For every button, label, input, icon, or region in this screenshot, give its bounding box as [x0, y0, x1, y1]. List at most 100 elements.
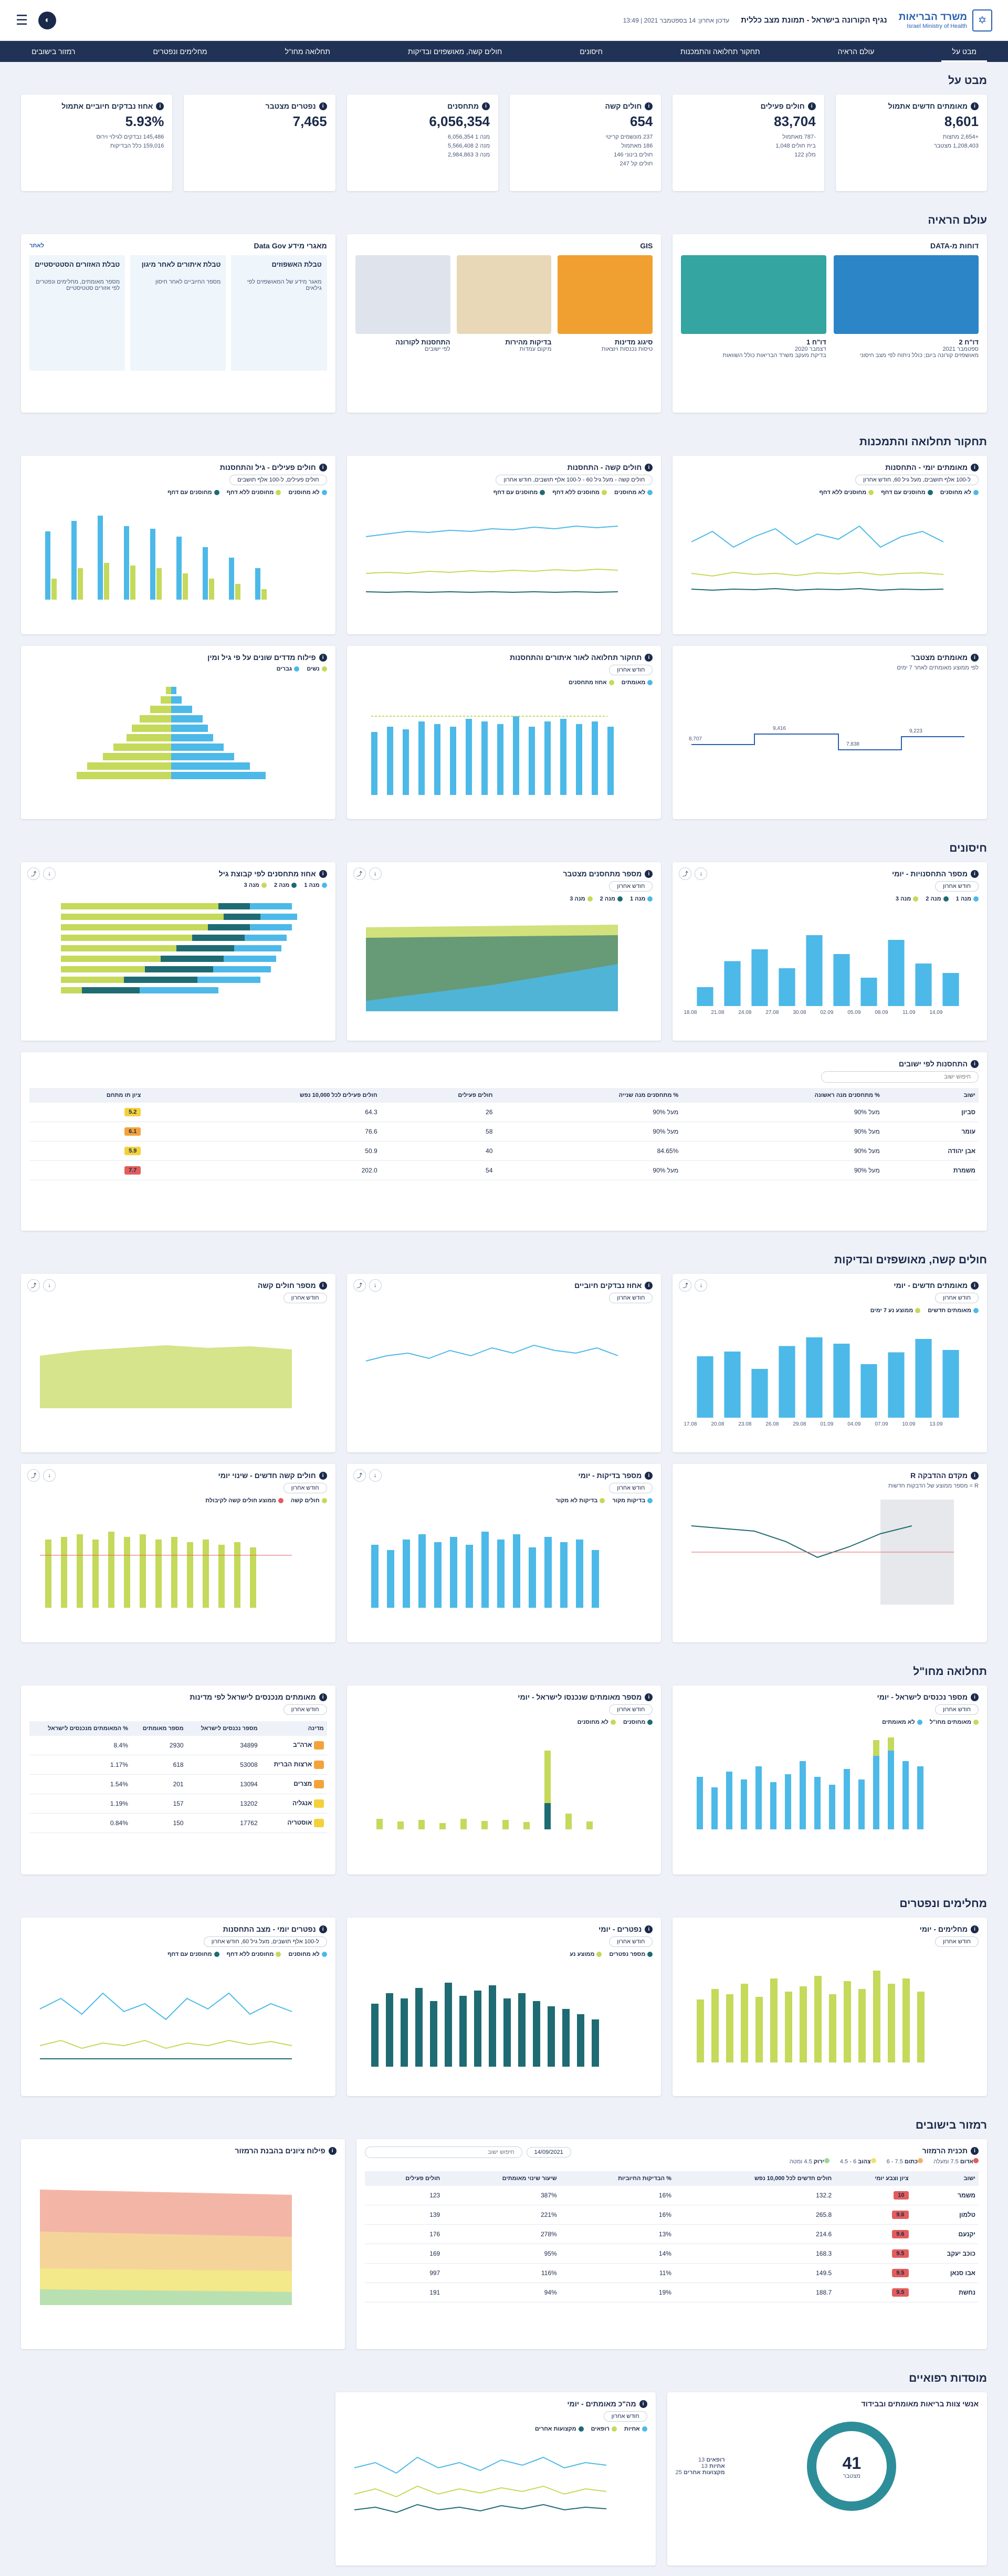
col-header[interactable]: % המאומתים מנכנסים לישראל [29, 1721, 131, 1736]
period-dropdown[interactable]: ל-100 אלף תושבים, מעל גיל 60, חודש אחרון [203, 1936, 327, 1947]
info-icon[interactable]: i [971, 102, 979, 110]
info-icon[interactable]: i [319, 463, 327, 472]
info-icon[interactable]: i [319, 1281, 327, 1290]
info-icon[interactable]: i [971, 463, 979, 472]
period-dropdown[interactable]: חודש אחרון [934, 881, 979, 892]
info-icon[interactable]: i [645, 463, 653, 472]
nav-overview[interactable]: מבט על [941, 41, 987, 62]
info-icon[interactable]: i [971, 2146, 979, 2155]
download-icon[interactable]: ↓ [43, 1279, 56, 1292]
report-item[interactable]: דו"ח 2 ספטמבר 2021 מאושפזים קורונה ביום; כ… [833, 255, 979, 359]
info-icon[interactable]: i [645, 1693, 653, 1701]
col-header[interactable]: % הבדיקות החיוביות [560, 2171, 675, 2186]
download-icon[interactable]: ↓ [695, 867, 708, 880]
report-item[interactable]: דו"ח 1 דצמבר 2020 בדיקת מעקב משרד הבריאות … [681, 255, 826, 359]
share-icon[interactable]: ⤴ [353, 1469, 366, 1482]
info-icon[interactable]: i [328, 2146, 337, 2155]
period-dropdown[interactable]: חודש אחרון [603, 2411, 647, 2422]
period-dropdown[interactable]: חודש אחרון [283, 1293, 327, 1303]
period-dropdown[interactable]: חודש אחרון [609, 665, 653, 675]
info-icon[interactable]: i [971, 653, 979, 662]
info-icon[interactable]: i [319, 653, 327, 662]
period-dropdown[interactable]: חודש אחרון [609, 1704, 653, 1715]
period-dropdown[interactable]: חולים פעילים, ל-100 אלף תושבים [229, 475, 327, 485]
info-icon[interactable]: i [645, 1281, 653, 1290]
share-icon[interactable]: ⤴ [353, 867, 366, 880]
info-icon[interactable]: i [319, 870, 327, 878]
date-dropdown[interactable]: 14/09/2021 [526, 2147, 571, 2158]
download-icon[interactable]: ↓ [369, 867, 382, 880]
period-dropdown[interactable]: חודש אחרון [609, 1483, 653, 1493]
col-header[interactable]: ישוב [883, 1088, 979, 1103]
share-icon[interactable]: ⤴ [27, 1469, 40, 1482]
col-header[interactable]: ישוב [911, 2171, 979, 2186]
col-header[interactable]: % מתחסנים מנה ראשונה [681, 1088, 883, 1103]
gis-item[interactable]: התחסנות לקורונה לפי ישובים [355, 255, 450, 352]
gis-item[interactable]: בדיקות מהירות מיקום עמדות [456, 255, 552, 352]
download-icon[interactable]: ↓ [369, 1279, 382, 1292]
info-icon[interactable]: i [971, 1693, 979, 1701]
info-icon[interactable]: i [971, 1471, 979, 1480]
hamburger-menu-icon[interactable]: ☰ [16, 12, 28, 28]
gov-item[interactable]: טבלת האשפוזים מאגר מידע של המאושפזים לפי … [231, 255, 327, 371]
info-icon[interactable]: i [639, 2400, 647, 2408]
col-header[interactable]: מספר נכנסים לישראל [186, 1721, 261, 1736]
col-header[interactable]: % מתחסנים מנה שנייה [496, 1088, 682, 1103]
nav-abroad[interactable]: תחלואה מחו"ל [285, 47, 330, 56]
city-search-input[interactable] [821, 1071, 979, 1083]
info-icon[interactable]: i [971, 1925, 979, 1933]
period-dropdown[interactable]: ל-100 אלף תושבים, מעל גיל 60, חודש אחרון [855, 475, 979, 485]
nav-investigation[interactable]: תחקור תחלואה והתמכנות [680, 47, 760, 56]
col-header[interactable]: מדינה [260, 1721, 327, 1736]
col-header[interactable]: חולים פעילים [364, 2171, 444, 2186]
info-icon[interactable]: i [319, 1471, 327, 1480]
col-header[interactable]: חולים פעילים [380, 1088, 496, 1103]
nav-traffic[interactable]: רמזור בישובים [32, 47, 76, 56]
period-dropdown[interactable]: חודש אחרון [934, 1704, 979, 1715]
info-icon[interactable]: i [156, 102, 164, 110]
info-icon[interactable]: i [482, 102, 490, 110]
col-header[interactable]: שיעור שינוי מאומתים [443, 2171, 560, 2186]
share-icon[interactable]: ⤴ [27, 1279, 40, 1292]
gov-item[interactable]: טבלת האזורים הסטטיסטיים מספר מאומתים, מחל… [29, 255, 125, 371]
period-dropdown[interactable]: חודש אחרון [934, 1293, 979, 1303]
info-icon[interactable]: i [319, 1925, 327, 1933]
ministry-logo[interactable]: ✡ משרד הבריאות Israel Ministry of Health [899, 9, 992, 32]
info-icon[interactable]: i [645, 653, 653, 662]
share-icon[interactable]: ⤴ [679, 1279, 692, 1292]
col-header[interactable]: ציון תו מתחם [29, 1088, 144, 1103]
info-icon[interactable]: i [807, 102, 816, 110]
info-icon[interactable]: i [319, 1693, 327, 1701]
col-header[interactable]: חולים חדשים לכל 10,000 נפש [674, 2171, 835, 2186]
period-dropdown[interactable]: חודש אחרון [283, 1704, 327, 1715]
gov-link[interactable]: לאתר [29, 243, 45, 249]
period-dropdown[interactable]: חולים קשה - מעל גיל 60 - ל-100 אלף תושבי… [496, 475, 653, 485]
info-icon[interactable]: i [645, 1925, 653, 1933]
info-icon[interactable]: i [319, 102, 327, 110]
info-icon[interactable]: i [971, 1060, 979, 1068]
share-icon[interactable]: ⤴ [27, 867, 40, 880]
period-dropdown[interactable]: חודש אחרון [934, 1936, 979, 1947]
download-icon[interactable]: ↓ [695, 1279, 708, 1292]
col-header[interactable]: מספר מאומתים [131, 1721, 187, 1736]
download-icon[interactable]: ↓ [43, 867, 56, 880]
share-icon[interactable]: ⤴ [353, 1279, 366, 1292]
col-header[interactable]: ציון וצבע יומי [835, 2171, 912, 2186]
nav-vaccination[interactable]: חיסונים [580, 47, 603, 56]
download-icon[interactable]: ↓ [369, 1469, 382, 1482]
gis-item[interactable]: סיגוג מדינות טיסות נכנסות ויוצאות [558, 255, 653, 352]
info-icon[interactable]: i [971, 1281, 979, 1290]
period-dropdown[interactable]: חודש אחרון [283, 1483, 327, 1493]
share-icon[interactable]: ⤴ [679, 867, 692, 880]
accessibility-icon[interactable]: ◐ [38, 11, 57, 29]
nav-world[interactable]: עולם הראיה [837, 47, 875, 56]
nav-hospital[interactable]: חולים קשה, מאושפזים ובדיקות [408, 47, 502, 56]
info-icon[interactable]: i [971, 870, 979, 878]
nav-recovered[interactable]: מחלימים ונפטרים [153, 47, 207, 56]
gov-item[interactable]: טבלת איתורים לאחר מיגון מספר החיוביים לאח… [130, 255, 226, 371]
traffic-search-input[interactable] [364, 2146, 522, 2158]
period-dropdown[interactable]: חודש אחרון [609, 881, 653, 892]
info-icon[interactable]: i [645, 870, 653, 878]
download-icon[interactable]: ↓ [43, 1469, 56, 1482]
info-icon[interactable]: i [645, 1471, 653, 1480]
